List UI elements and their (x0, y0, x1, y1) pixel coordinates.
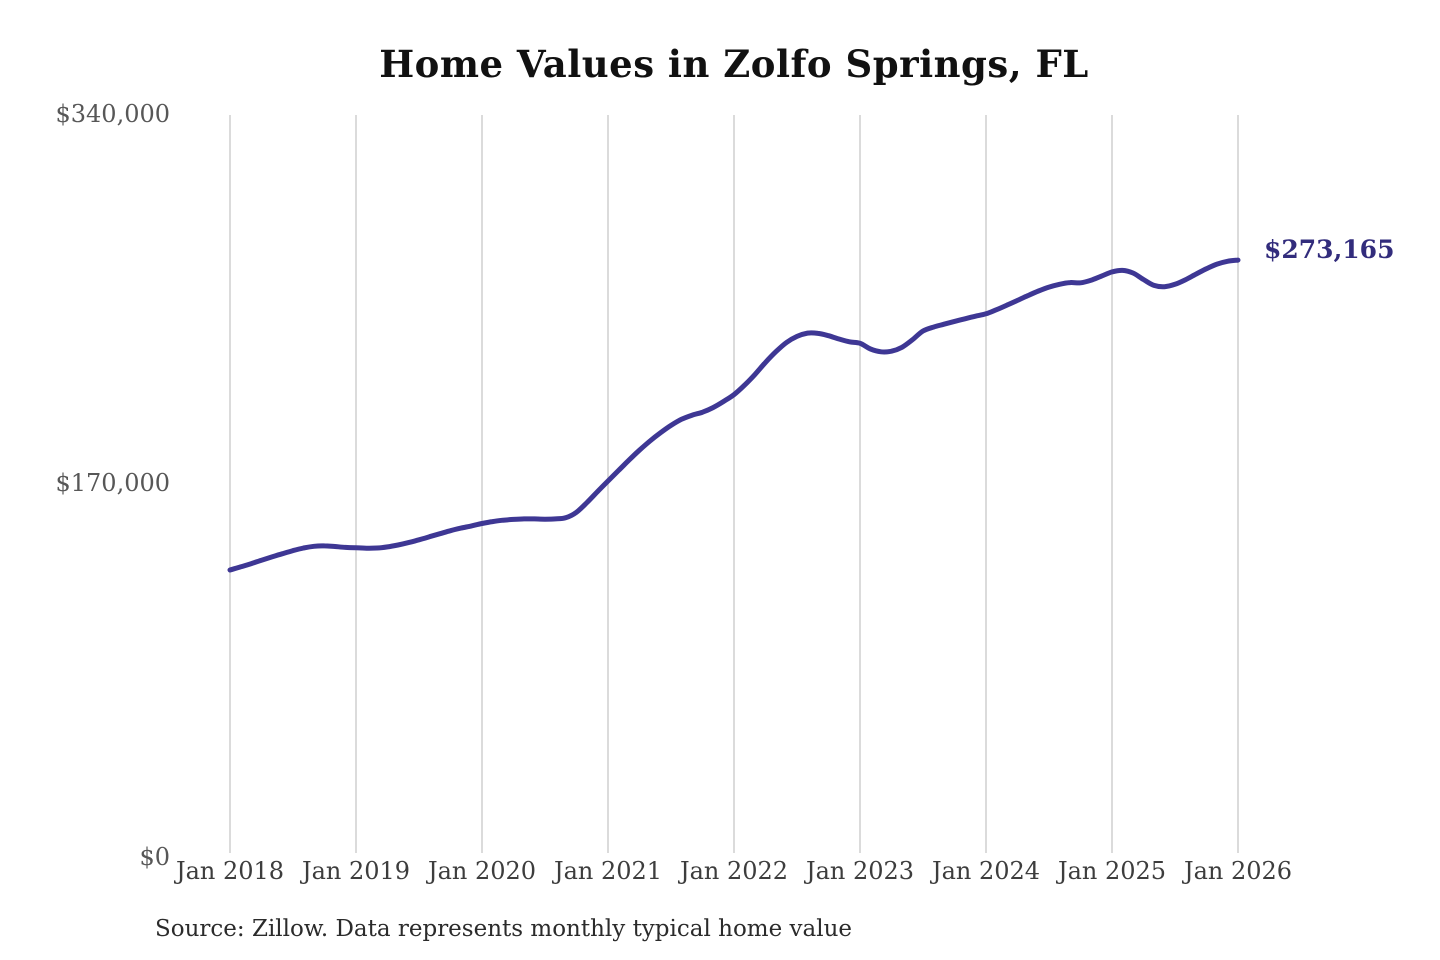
x-tick-label: Jan 2018 (175, 857, 285, 885)
y-tick-label-170000: $170,000 (55, 469, 170, 497)
home-value-line (227, 257, 1241, 573)
x-tick-label: Jan 2021 (553, 857, 663, 885)
x-tick-label: Jan 2023 (805, 857, 915, 885)
x-axis: Jan 2018 Jan 2019 Jan 2020 Jan 2021 Jan 2022… (0, 857, 1440, 893)
y-tick-label-340000: $340,000 (55, 100, 170, 128)
x-tick-label: Jan 2026 (1183, 857, 1293, 885)
y-tick-label-0: $0 (139, 843, 170, 871)
chart-title: Home Values in Zolfo Springs, FL (379, 42, 1089, 86)
x-tick-label: Jan 2020 (427, 857, 537, 885)
x-tick-label: Jan 2025 (1057, 857, 1167, 885)
y-axis: $340,000 $170,000 $0 (0, 0, 170, 960)
x-tick-label: Jan 2022 (679, 857, 789, 885)
x-tick-label: Jan 2019 (301, 857, 411, 885)
x-tick-label: Jan 2024 (931, 857, 1041, 885)
source-note: Source: Zillow. Data represents monthly … (155, 916, 853, 942)
latest-value-label: $273,165 (1264, 235, 1395, 264)
